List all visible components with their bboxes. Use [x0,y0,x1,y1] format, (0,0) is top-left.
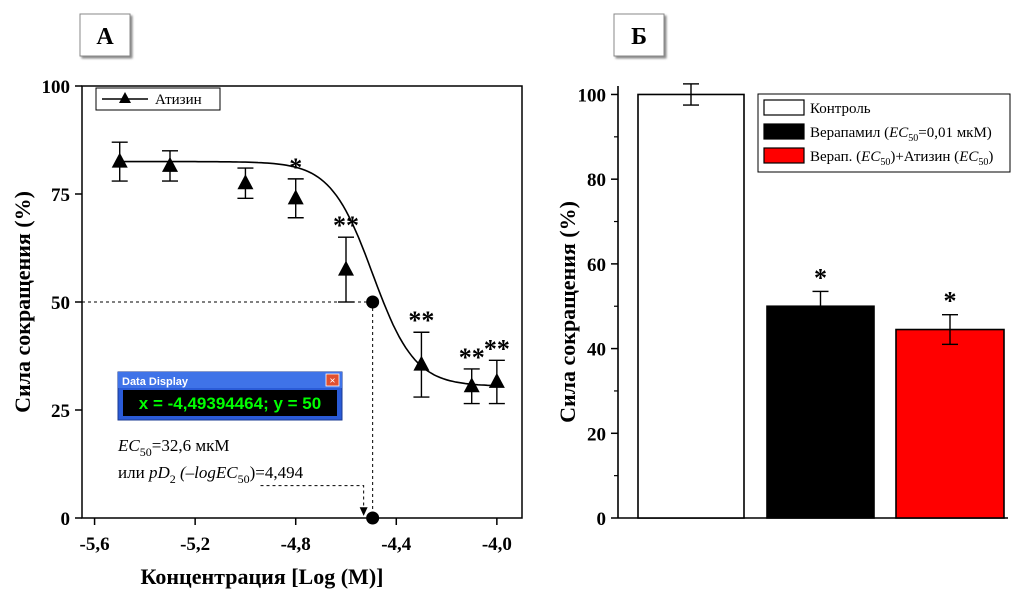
legend-swatch [763,147,805,164]
panel-a-ticks: -5,6 -5,2 -4,8 -4,4 -4,0 0 25 50 75 100 [42,77,512,555]
legend-label: Верап. (EC50)+Атизин (EC50) [810,149,993,168]
significance-marker: * [944,287,957,316]
significance-marker: * [289,153,302,182]
panel-a-data-marks: ******* ** [111,141,510,525]
significance-marker: ** [484,334,510,363]
close-icon[interactable]: × [329,375,335,387]
panel-a-y-axis-title: Сила сокращения (%) [10,191,35,413]
x-tick-label: -5,2 [180,534,210,555]
panel-a-legend-box [95,87,221,111]
panel-a-legend: Атизин [95,87,221,111]
panel-a-letter-box [79,13,131,57]
panel-a-ec50-guides [82,301,374,518]
data-point-triangle [413,355,430,371]
legend-label-atizin: Атизин [155,92,202,108]
data-point-triangle [488,372,505,388]
panel-b-letter: Б [631,24,647,50]
data-point-triangle [111,152,128,168]
panel-b-data-marks: ** [637,83,1005,519]
bar [895,328,1005,519]
y-tick-label: 60 [587,255,606,276]
panel-a-x-axis-title: Концентрация [Log (M)] [141,564,384,589]
x-tick-label: -4,4 [381,534,412,555]
legend-swatch [763,123,805,140]
panel-b-y-axis-title: Сила сокращения (%) [555,201,580,423]
pd2-arrow-guide [260,485,365,512]
ec50-annotation: EC50=32,6 мкМ или pD2 (–logEC50)=4,494 [117,436,304,486]
data-point-triangle [162,156,178,172]
y-tick-label: 0 [61,509,71,530]
y-tick-label: 80 [587,170,606,191]
data-display-titlebar [118,372,342,388]
data-display-close-button[interactable] [325,373,340,387]
y-tick-label: 75 [51,185,70,206]
legend-label: Контроль [810,101,871,117]
data-point-triangle [338,260,354,276]
x-tick-label: -5,6 [80,534,110,555]
x-tick-label: -4,8 [281,534,311,555]
legend-triangle-marker [119,92,131,103]
data-display-value-box [123,390,337,416]
data-display-value: x = -4,49394464; y = 50 [139,394,321,413]
legend-label: Верапамил (EC50=0,01 мкМ) [810,125,992,144]
panel-b-legend: Контроль Верапамил (EC50=0,01 мкМ) Верап. … [757,93,1011,173]
significance-marker: ** [333,211,359,240]
data-point-triangle [287,189,304,205]
data-point-triangle [463,377,480,393]
ec50-line: EC50=32,6 мкМ [117,436,229,459]
significance-marker: ** [408,306,434,335]
significance-marker: * [814,263,827,292]
legend-swatch [763,99,805,116]
ec50-axis-point [366,511,380,525]
bar [637,93,745,519]
y-tick-label: 20 [587,424,606,445]
ec50-point [366,295,380,309]
data-point-triangle [237,174,254,190]
pd2-arrow-head [359,507,368,516]
panel-b-letter-box [613,13,665,57]
bar [766,305,875,519]
y-tick-label: 25 [51,401,70,422]
pd2-line: или pD2 (–logEC50)=4,494 [118,463,304,486]
data-display-window: Data Display × x = -4,49394464; y = 50 [117,371,343,421]
data-display-title: Data Display [122,376,189,388]
panel-a-fit-curve [119,160,497,387]
y-tick-label: 40 [587,340,606,361]
panel-a-letter: А [96,24,114,50]
y-tick-label: 100 [578,85,607,106]
y-tick-label: 50 [51,293,70,314]
y-tick-label: 0 [597,509,607,530]
y-tick-label: 100 [42,77,71,98]
x-tick-label: -4,0 [482,534,512,555]
significance-marker: ** [459,343,485,372]
